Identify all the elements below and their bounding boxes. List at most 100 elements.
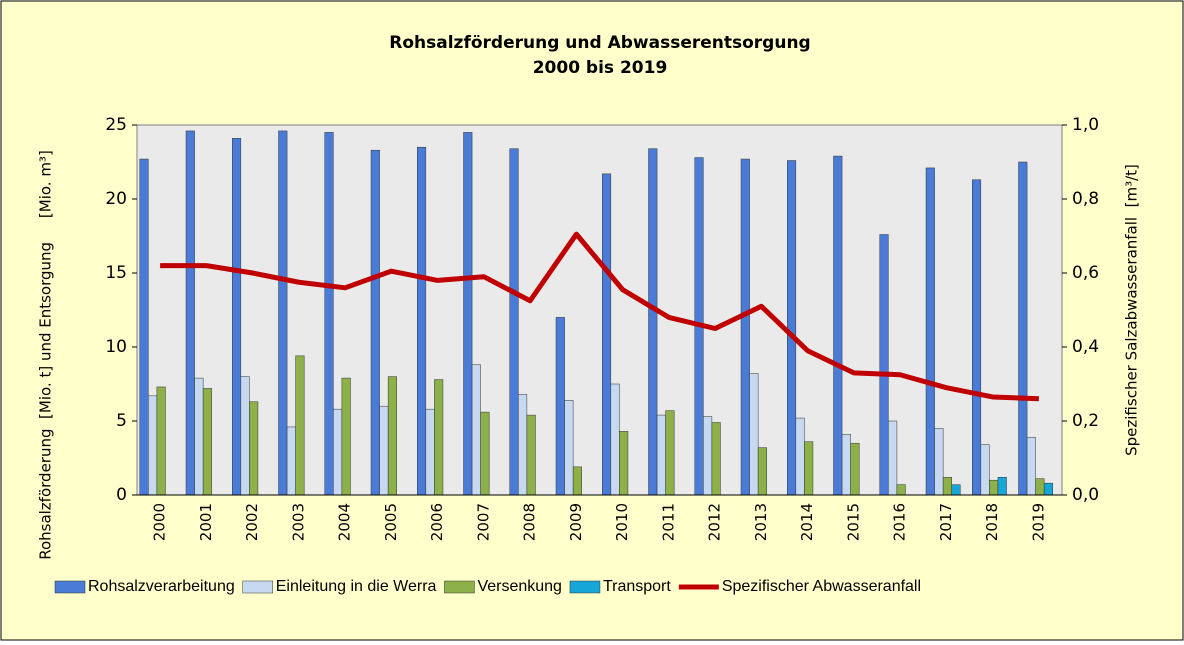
- bar: [555, 317, 565, 496]
- x-tick-label: 2017: [937, 503, 955, 541]
- x-tick-label: 2016: [891, 503, 909, 541]
- chart-title: Rohsalzförderung und Abwasserentsorgung: [389, 33, 810, 53]
- bar: [278, 130, 288, 496]
- bar: [951, 484, 961, 496]
- x-tick-label: 2006: [428, 503, 446, 541]
- bar: [341, 377, 351, 496]
- bar: [602, 173, 612, 496]
- y-tick-label: 10: [105, 337, 127, 357]
- bar: [148, 395, 158, 496]
- y2-tick-label: 0,2: [1072, 411, 1099, 431]
- line: [160, 231, 1039, 402]
- legend-swatch: [444, 580, 475, 594]
- bar: [249, 401, 259, 496]
- y2-tick-label: 0,4: [1072, 337, 1099, 357]
- bar: [370, 149, 380, 496]
- bar: [1018, 161, 1028, 496]
- bar: [1043, 482, 1053, 496]
- y2-tick-label: 0,0: [1072, 485, 1099, 505]
- bar: [787, 160, 797, 496]
- legend-label: Spezifischer Abwasseranfall: [722, 578, 921, 595]
- y2-tick-label: 1,0: [1072, 115, 1099, 135]
- bar: [997, 476, 1007, 496]
- bar: [610, 383, 620, 496]
- bar: [925, 167, 935, 496]
- x-tick-label: 2002: [243, 503, 261, 541]
- bar: [850, 442, 860, 496]
- bar: [434, 379, 444, 496]
- bar: [564, 400, 574, 496]
- x-tick-label: 2008: [521, 503, 539, 541]
- bar: [972, 179, 982, 496]
- bar: [417, 146, 427, 496]
- bar: [379, 405, 389, 496]
- bar: [648, 148, 658, 496]
- y-tick-label: 20: [105, 189, 127, 209]
- legend-swatch: [569, 580, 601, 594]
- bar: [879, 234, 889, 496]
- bar: [185, 130, 195, 496]
- bar: [896, 484, 906, 496]
- y2-tick-label: 0,6: [1072, 263, 1099, 283]
- bar: [795, 417, 805, 496]
- bar: [841, 434, 851, 496]
- bar: [942, 476, 952, 496]
- bar: [665, 410, 675, 496]
- legend-label: Transport: [603, 578, 671, 595]
- bar: [934, 428, 944, 496]
- bar: [286, 426, 296, 496]
- x-tick-label: 2015: [844, 503, 862, 541]
- y-tick-label: 25: [105, 115, 127, 135]
- bar: [202, 388, 212, 496]
- x-tick-label: 2000: [151, 503, 169, 541]
- y-tick-label: 15: [105, 263, 127, 283]
- bar: [989, 479, 999, 496]
- x-tick-label: 2012: [706, 503, 724, 541]
- bar: [888, 420, 898, 496]
- x-tick-label: 2010: [613, 503, 631, 541]
- x-tick-label: 2003: [289, 503, 307, 541]
- bar: [471, 364, 481, 496]
- bar: [333, 408, 343, 496]
- y-axis-title: Rohsalzförderung [Mio. t] und Entsorgung…: [37, 150, 55, 560]
- bar: [740, 158, 750, 496]
- bar: [804, 441, 814, 496]
- bar: [757, 447, 767, 496]
- y2-axis-title: Spezifischer Salzabwasseranfall [m³/t]: [1123, 164, 1141, 456]
- x-tick-label: 2005: [382, 503, 400, 541]
- bar: [572, 466, 582, 496]
- bar: [194, 377, 204, 496]
- bar: [463, 132, 473, 496]
- x-tick-label: 2018: [983, 503, 1001, 541]
- bar: [240, 376, 250, 496]
- y-tick-label: 0: [116, 485, 127, 505]
- bar: [619, 431, 629, 496]
- legend-label: Rohsalzverarbeitung: [88, 578, 235, 595]
- y-tick-label: 5: [116, 411, 127, 431]
- bar: [232, 138, 242, 496]
- y2-tick-label: 0,8: [1072, 189, 1099, 209]
- bar: [656, 414, 666, 496]
- bar: [387, 376, 397, 496]
- bar: [139, 158, 149, 496]
- bar: [1026, 437, 1036, 496]
- x-tick-label: 2013: [752, 503, 770, 541]
- bar: [526, 414, 536, 496]
- bar: [1035, 478, 1045, 496]
- legend-swatch: [242, 580, 273, 594]
- chart-title: 2000 bis 2019: [533, 58, 668, 78]
- legend-label: Versenkung: [477, 578, 562, 595]
- x-tick-label: 2009: [567, 503, 585, 541]
- x-tick-label: 2004: [336, 503, 354, 541]
- x-tick-label: 2011: [659, 503, 677, 541]
- bar: [480, 411, 490, 496]
- bar: [518, 394, 528, 496]
- bar: [833, 155, 843, 496]
- bar: [324, 132, 334, 496]
- bar: [295, 355, 305, 496]
- bar: [980, 444, 990, 496]
- plot-area: [136, 124, 1063, 496]
- bar: [711, 422, 721, 496]
- x-tick-label: 2014: [798, 503, 816, 541]
